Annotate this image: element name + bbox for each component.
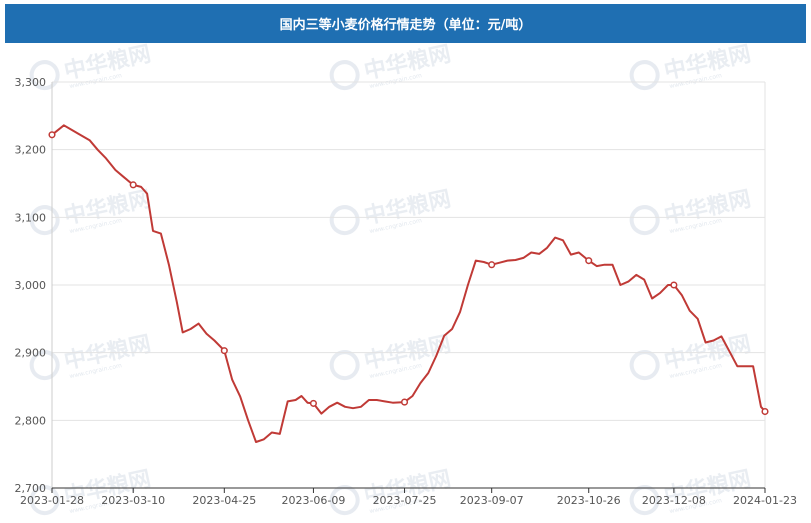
price-line bbox=[51, 124, 766, 443]
y-tick-label: 2,900 bbox=[15, 347, 47, 360]
x-tick-label: 2023-10-26 bbox=[557, 494, 621, 507]
watermark-logo-icon bbox=[329, 60, 360, 91]
y-tick-label: 2,700 bbox=[15, 482, 47, 495]
y-tick-label: 3,100 bbox=[15, 211, 47, 224]
x-tick-label: 2024-01-23 bbox=[733, 494, 797, 507]
chart-title: 国内三等小麦价格行情走势（单位：元/吨） bbox=[5, 4, 806, 43]
chart-title-text: 国内三等小麦价格行情走势（单位：元/吨） bbox=[279, 18, 532, 33]
data-point-marker bbox=[670, 281, 678, 289]
watermark-logo-icon bbox=[629, 205, 660, 236]
watermark-logo-icon bbox=[629, 60, 660, 91]
data-point-marker bbox=[309, 399, 317, 407]
x-tick-label: 2023-07-25 bbox=[373, 494, 437, 507]
y-tick-label: 2,800 bbox=[15, 414, 47, 427]
x-tick-label: 2023-12-08 bbox=[642, 494, 706, 507]
data-point-marker bbox=[220, 347, 228, 355]
x-tick-label: 2023-06-09 bbox=[281, 494, 345, 507]
x-tick-label: 2023-09-07 bbox=[460, 494, 524, 507]
grid-lines bbox=[51, 81, 766, 489]
watermark-logo-icon bbox=[29, 485, 60, 516]
x-tick-label: 2023-03-10 bbox=[101, 494, 165, 507]
data-point-marker bbox=[585, 257, 593, 265]
data-point-marker bbox=[129, 181, 137, 189]
watermark-logo-icon bbox=[329, 485, 360, 516]
watermark-logo-icon bbox=[629, 485, 660, 516]
watermark-logo-icon bbox=[629, 350, 660, 381]
watermark-logo-icon bbox=[329, 205, 360, 236]
x-tick-label: 2023-01-28 bbox=[20, 494, 84, 507]
data-point-marker bbox=[400, 398, 409, 406]
data-point-marker bbox=[48, 131, 56, 139]
series-layer bbox=[48, 124, 769, 443]
y-tick-label: 3,300 bbox=[15, 76, 47, 89]
y-tick-label: 3,000 bbox=[15, 279, 47, 292]
data-point-marker bbox=[761, 407, 769, 416]
x-axis: 2023-01-28 2023-03-10 2023-04-25 2023-06-09… bbox=[20, 487, 797, 507]
y-tick-label: 3,200 bbox=[15, 144, 47, 157]
y-axis: 3,300 3,200 3,100 3,000 2,900 2,800 2,700 bbox=[15, 76, 47, 495]
watermark-logo-icon bbox=[29, 350, 60, 381]
watermark-logo-icon bbox=[329, 350, 360, 381]
data-point-marker bbox=[488, 261, 496, 269]
x-tick-label: 2023-04-25 bbox=[192, 494, 256, 507]
watermark-logo-icon bbox=[29, 60, 60, 91]
